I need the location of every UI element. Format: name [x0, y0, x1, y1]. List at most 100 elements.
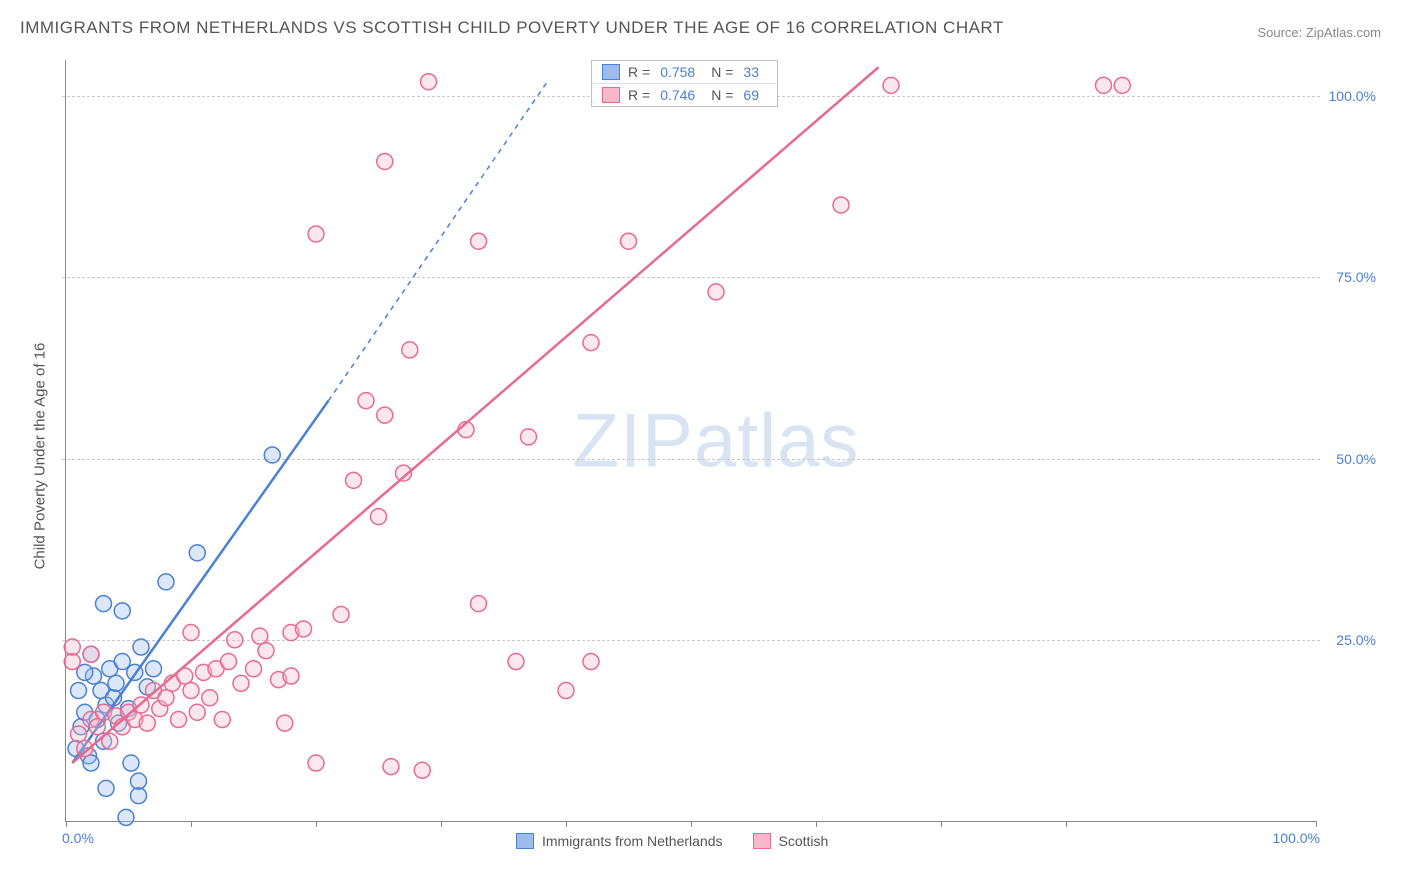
data-point — [1114, 77, 1130, 93]
data-point — [583, 335, 599, 351]
x-tick — [441, 821, 442, 827]
x-tick-label-min: 0.0% — [62, 830, 94, 846]
data-point — [202, 690, 218, 706]
data-point — [83, 755, 99, 771]
data-point — [414, 762, 430, 778]
data-point — [246, 661, 262, 677]
series-legend-label-1: Immigrants from Netherlands — [542, 833, 723, 849]
chart-title: IMMIGRANTS FROM NETHERLANDS VS SCOTTISH … — [20, 18, 1004, 38]
data-point — [521, 429, 537, 445]
y-tick-label: 50.0% — [1336, 451, 1376, 467]
data-point — [333, 606, 349, 622]
data-point — [583, 654, 599, 670]
data-point — [189, 545, 205, 561]
y-tick-label: 100.0% — [1329, 88, 1376, 104]
legend-swatch-pink — [753, 833, 771, 849]
data-point — [471, 596, 487, 612]
data-point — [158, 574, 174, 590]
legend-r-label: R = — [628, 87, 650, 103]
x-tick — [66, 821, 67, 827]
data-point — [227, 632, 243, 648]
data-point — [621, 233, 637, 249]
data-point — [158, 690, 174, 706]
plot-area: ZIPatlas 25.0%50.0%75.0%100.0% R = 0.758… — [65, 60, 1316, 822]
x-tick — [941, 821, 942, 827]
data-point — [71, 726, 87, 742]
data-point — [131, 788, 147, 804]
trend-line — [72, 67, 878, 763]
data-point — [471, 233, 487, 249]
data-point — [183, 683, 199, 699]
data-point — [221, 654, 237, 670]
x-tick — [316, 821, 317, 827]
data-point — [283, 668, 299, 684]
data-point — [383, 759, 399, 775]
data-point — [346, 472, 362, 488]
data-point — [214, 712, 230, 728]
data-point — [123, 755, 139, 771]
x-tick — [191, 821, 192, 827]
source-label: Source: ZipAtlas.com — [1257, 25, 1381, 40]
data-point — [96, 596, 112, 612]
data-point — [258, 643, 274, 659]
data-point — [377, 407, 393, 423]
data-point — [308, 226, 324, 242]
data-point — [508, 654, 524, 670]
data-point — [883, 77, 899, 93]
data-point — [558, 683, 574, 699]
data-point — [252, 628, 268, 644]
chart-container: Child Poverty Under the Age of 16 ZIPatl… — [50, 50, 1386, 862]
legend-swatch-blue — [602, 64, 620, 80]
data-point — [71, 683, 87, 699]
x-tick — [566, 821, 567, 827]
series-legend-label-2: Scottish — [779, 833, 829, 849]
data-point — [89, 719, 105, 735]
data-point — [83, 646, 99, 662]
data-point — [1096, 77, 1112, 93]
legend-n-label: N = — [711, 64, 733, 80]
legend-swatch-blue — [516, 833, 534, 849]
data-point — [358, 393, 374, 409]
legend-n-label: N = — [711, 87, 733, 103]
plot-svg — [66, 60, 1316, 821]
data-point — [139, 715, 155, 731]
data-point — [377, 153, 393, 169]
data-point — [118, 809, 134, 825]
legend-r-label: R = — [628, 64, 650, 80]
data-point — [708, 284, 724, 300]
data-point — [277, 715, 293, 731]
data-point — [371, 509, 387, 525]
data-point — [64, 654, 80, 670]
trend-line-dashed — [329, 82, 548, 401]
data-point — [131, 773, 147, 789]
series-legend-item-2: Scottish — [753, 833, 829, 849]
data-point — [421, 74, 437, 90]
correlation-legend-row-2: R = 0.746 N = 69 — [592, 84, 777, 106]
series-legend: Immigrants from Netherlands Scottish — [516, 833, 828, 849]
data-point — [308, 755, 324, 771]
data-point — [264, 447, 280, 463]
data-point — [114, 603, 130, 619]
data-point — [108, 675, 124, 691]
x-tick-label-max: 100.0% — [1273, 830, 1320, 846]
y-tick-label: 25.0% — [1336, 632, 1376, 648]
series-legend-item-1: Immigrants from Netherlands — [516, 833, 723, 849]
legend-n-value-2: 69 — [743, 87, 759, 103]
x-tick — [691, 821, 692, 827]
x-tick — [816, 821, 817, 827]
x-tick — [1066, 821, 1067, 827]
y-tick-label: 75.0% — [1336, 269, 1376, 285]
legend-n-value-1: 33 — [743, 64, 759, 80]
data-point — [64, 639, 80, 655]
data-point — [98, 780, 114, 796]
data-point — [146, 661, 162, 677]
data-point — [171, 712, 187, 728]
data-point — [233, 675, 249, 691]
legend-r-value-2: 0.746 — [660, 87, 695, 103]
legend-r-value-1: 0.758 — [660, 64, 695, 80]
y-axis-label: Child Poverty Under the Age of 16 — [32, 343, 49, 570]
data-point — [183, 625, 199, 641]
correlation-legend-row-1: R = 0.758 N = 33 — [592, 61, 777, 84]
data-point — [133, 639, 149, 655]
data-point — [402, 342, 418, 358]
